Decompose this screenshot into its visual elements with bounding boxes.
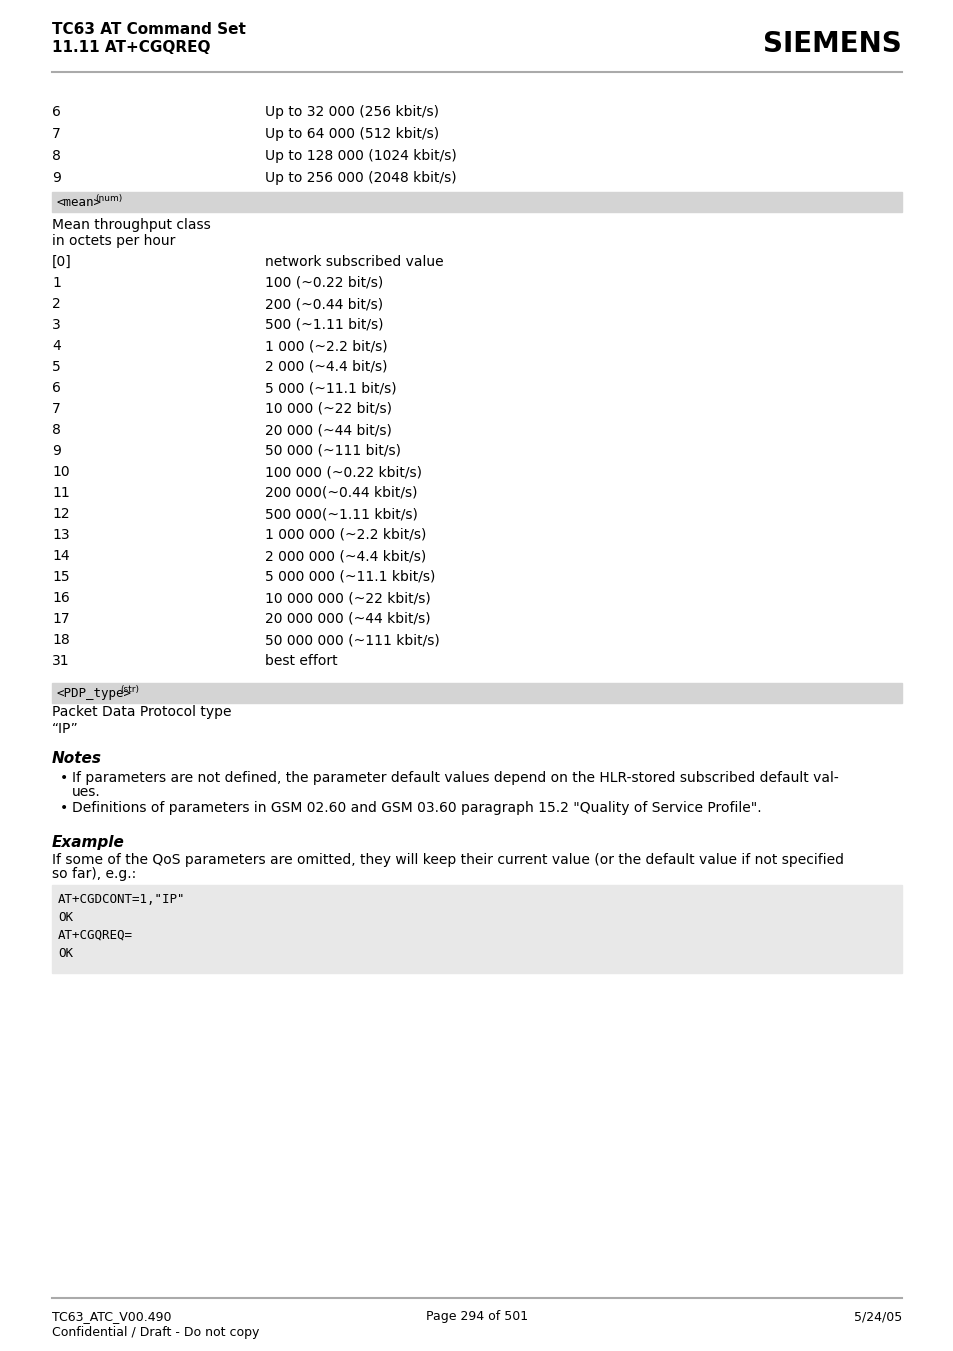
Text: 500 (~1.11 bit/s): 500 (~1.11 bit/s) [265, 317, 383, 332]
Text: •: • [60, 801, 69, 815]
Text: 100 (~0.22 bit/s): 100 (~0.22 bit/s) [265, 276, 383, 290]
Text: 20 000 (~44 bit/s): 20 000 (~44 bit/s) [265, 423, 392, 436]
Text: 11: 11 [52, 486, 70, 500]
Text: 15: 15 [52, 570, 70, 584]
Text: 16: 16 [52, 590, 70, 605]
Text: 1 000 (~2.2 bit/s): 1 000 (~2.2 bit/s) [265, 339, 387, 353]
Text: SIEMENS: SIEMENS [762, 30, 901, 58]
Text: 20 000 000 (~44 kbit/s): 20 000 000 (~44 kbit/s) [265, 612, 430, 626]
Text: Example: Example [52, 835, 125, 850]
Text: 2: 2 [52, 297, 61, 311]
Text: ues.: ues. [71, 785, 101, 798]
Text: 3: 3 [52, 317, 61, 332]
Text: <mean>: <mean> [57, 196, 102, 209]
Text: 5/24/05: 5/24/05 [853, 1310, 901, 1323]
Text: 100 000 (~0.22 kbit/s): 100 000 (~0.22 kbit/s) [265, 465, 421, 480]
Text: OK: OK [58, 947, 73, 961]
Bar [52, 885, 901, 973]
Text: Packet Data Protocol type: Packet Data Protocol type [52, 705, 232, 719]
Text: 8: 8 [52, 149, 61, 163]
Text: 10 000 000 (~22 kbit/s): 10 000 000 (~22 kbit/s) [265, 590, 431, 605]
Text: in octets per hour: in octets per hour [52, 234, 175, 249]
Text: [0]: [0] [52, 255, 71, 269]
Text: 500 000(~1.11 kbit/s): 500 000(~1.11 kbit/s) [265, 507, 417, 521]
Text: <PDP_type>: <PDP_type> [57, 688, 132, 700]
Text: If some of the QoS parameters are omitted, they will keep their current value (o: If some of the QoS parameters are omitte… [52, 852, 843, 867]
Text: Up to 32 000 (256 kbit/s): Up to 32 000 (256 kbit/s) [265, 105, 438, 119]
Text: 12: 12 [52, 507, 70, 521]
Text: network subscribed value: network subscribed value [265, 255, 443, 269]
Text: Up to 64 000 (512 kbit/s): Up to 64 000 (512 kbit/s) [265, 127, 438, 141]
Text: 14: 14 [52, 549, 70, 563]
Text: 2 000 000 (~4.4 kbit/s): 2 000 000 (~4.4 kbit/s) [265, 549, 426, 563]
Text: Up to 128 000 (1024 kbit/s): Up to 128 000 (1024 kbit/s) [265, 149, 456, 163]
Text: 31: 31 [52, 654, 70, 667]
Text: 18: 18 [52, 634, 70, 647]
Text: AT+CGQREQ=: AT+CGQREQ= [58, 929, 132, 942]
Text: 5 000 (~11.1 bit/s): 5 000 (~11.1 bit/s) [265, 381, 396, 394]
Text: 7: 7 [52, 403, 61, 416]
Text: “IP”: “IP” [52, 721, 79, 736]
Text: 5 000 000 (~11.1 kbit/s): 5 000 000 (~11.1 kbit/s) [265, 570, 435, 584]
Bar [52, 684, 901, 703]
Text: (str): (str) [120, 685, 139, 694]
Text: Page 294 of 501: Page 294 of 501 [425, 1310, 528, 1323]
Text: •: • [60, 771, 69, 785]
Text: AT+CGDCONT=1,"IP": AT+CGDCONT=1,"IP" [58, 893, 185, 907]
Text: 13: 13 [52, 528, 70, 542]
Text: so far), e.g.:: so far), e.g.: [52, 867, 136, 881]
Text: 1: 1 [52, 276, 61, 290]
Text: 50 000 (~111 bit/s): 50 000 (~111 bit/s) [265, 444, 400, 458]
Text: Definitions of parameters in GSM 02.60 and GSM 03.60 paragraph 15.2 "Quality of : Definitions of parameters in GSM 02.60 a… [71, 801, 760, 815]
Text: 5: 5 [52, 359, 61, 374]
Text: 10: 10 [52, 465, 70, 480]
Text: 50 000 000 (~111 kbit/s): 50 000 000 (~111 kbit/s) [265, 634, 439, 647]
Text: TC63 AT Command Set: TC63 AT Command Set [52, 22, 246, 36]
Text: best effort: best effort [265, 654, 337, 667]
Text: 200 000(~0.44 kbit/s): 200 000(~0.44 kbit/s) [265, 486, 417, 500]
Text: (num): (num) [94, 195, 122, 203]
Text: If parameters are not defined, the parameter default values depend on the HLR-st: If parameters are not defined, the param… [71, 771, 838, 785]
Text: 6: 6 [52, 381, 61, 394]
Text: 2 000 (~4.4 bit/s): 2 000 (~4.4 bit/s) [265, 359, 387, 374]
Text: OK: OK [58, 911, 73, 924]
Text: Confidential / Draft - Do not copy: Confidential / Draft - Do not copy [52, 1325, 259, 1339]
Text: 9: 9 [52, 444, 61, 458]
Text: 7: 7 [52, 127, 61, 141]
Text: Mean throughput class: Mean throughput class [52, 218, 211, 232]
Text: 200 (~0.44 bit/s): 200 (~0.44 bit/s) [265, 297, 383, 311]
Text: 6: 6 [52, 105, 61, 119]
Text: 8: 8 [52, 423, 61, 436]
Text: 9: 9 [52, 172, 61, 185]
Text: 1 000 000 (~2.2 kbit/s): 1 000 000 (~2.2 kbit/s) [265, 528, 426, 542]
Text: 10 000 (~22 bit/s): 10 000 (~22 bit/s) [265, 403, 392, 416]
Text: TC63_ATC_V00.490: TC63_ATC_V00.490 [52, 1310, 172, 1323]
Text: Up to 256 000 (2048 kbit/s): Up to 256 000 (2048 kbit/s) [265, 172, 456, 185]
Text: 11.11 AT+CGQREQ: 11.11 AT+CGQREQ [52, 41, 211, 55]
Bar [52, 192, 901, 212]
Text: Notes: Notes [52, 751, 102, 766]
Text: 17: 17 [52, 612, 70, 626]
Text: 4: 4 [52, 339, 61, 353]
